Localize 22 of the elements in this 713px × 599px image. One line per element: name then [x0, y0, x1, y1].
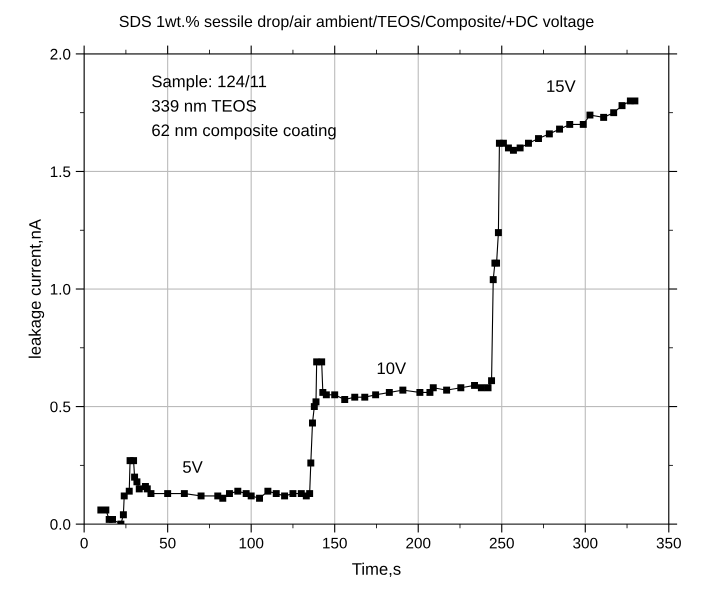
annotation: 62 nm composite coating: [152, 124, 336, 140]
x-tick-label: 250: [490, 538, 514, 549]
x-tick-label: 0: [80, 538, 88, 549]
y-axis-title: leakage current,nA: [28, 219, 44, 358]
y-tick-label: 1.0: [50, 284, 70, 295]
x-tick-label: 100: [240, 538, 264, 549]
y-tick-label: 0.0: [50, 518, 70, 530]
y-tick-label: 1.5: [50, 166, 70, 178]
y-tick-label: 2.0: [50, 48, 70, 60]
annotation: 5V: [183, 461, 203, 473]
x-tick-label: 350: [656, 538, 681, 549]
annotation: Sample: 124/11: [152, 75, 266, 91]
x-tick-label: 300: [573, 538, 598, 549]
x-axis-title: Time,s: [352, 562, 401, 577]
annotation: 15V: [547, 80, 576, 92]
x-tick-label: 50: [160, 538, 176, 549]
annotation: 339 nm TEOS: [152, 100, 256, 112]
chart-title: SDS 1wt.% sessile drop/air ambient/TEOS/Composite/+DC voltage: [120, 15, 594, 30]
x-tick-label: 150: [323, 538, 347, 549]
y-tick-label: 0.5: [50, 401, 70, 412]
x-tick-label: 200: [406, 538, 430, 549]
annotation: 10V: [378, 362, 406, 374]
